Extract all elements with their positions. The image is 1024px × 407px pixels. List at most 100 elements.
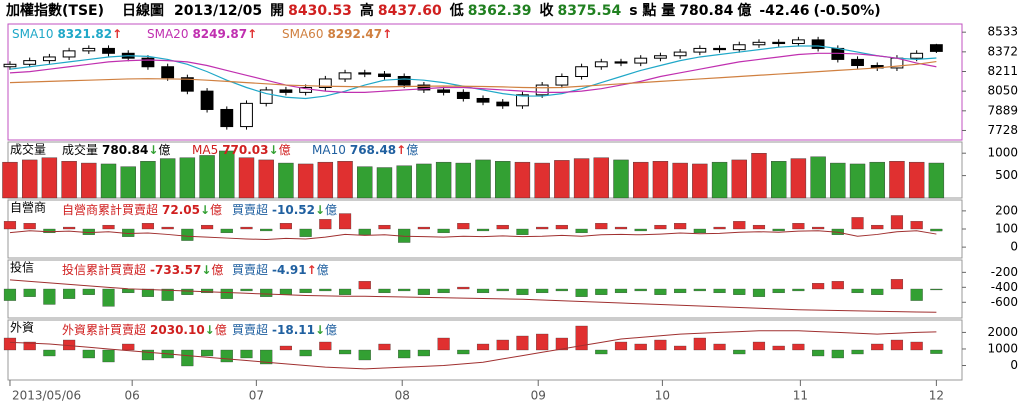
volume-bar <box>652 161 669 199</box>
candle-body <box>378 73 391 78</box>
volume-bar <box>534 162 550 199</box>
flow-bar <box>496 339 509 351</box>
legend-trend: ↓ <box>205 323 215 337</box>
legend-unit: 億 <box>158 143 170 157</box>
flow-bar <box>910 288 923 301</box>
y-tick-label: 0 <box>1010 240 1018 254</box>
flow-bar <box>437 228 450 234</box>
legend-trend: ↓ <box>201 263 211 277</box>
volume-bar <box>179 157 196 199</box>
flow-bar <box>634 228 647 232</box>
volume-bar <box>731 159 747 199</box>
legend-value: 72.05 <box>162 203 200 217</box>
panel-title: 投信 <box>10 260 34 275</box>
legend-item: 買賣超 -18.11↓億 <box>232 322 337 337</box>
legend-item: 投信累計買賣超 -733.57↓億 <box>62 262 223 277</box>
flow-bar <box>516 335 529 351</box>
flow-bar <box>417 226 430 230</box>
candle-body <box>594 61 608 68</box>
flow-bar <box>476 288 490 294</box>
flow-bar <box>457 286 470 290</box>
volume-bar <box>357 166 373 199</box>
y-tick-label: 8050 <box>987 84 1018 98</box>
candle-body <box>161 66 175 79</box>
header-value: 8437.60 <box>378 3 442 19</box>
header-label: 開 <box>270 3 284 19</box>
flow-bar <box>338 349 352 355</box>
header-period: 日線圖 <box>122 2 164 19</box>
y-tick-label: 7728 <box>987 123 1018 137</box>
y-tick-label: 100 <box>995 222 1018 236</box>
candle-body <box>200 90 214 110</box>
candle-body <box>456 91 470 99</box>
flow-bar <box>358 228 371 235</box>
volume-bar <box>495 161 511 199</box>
volume-bar <box>711 161 728 199</box>
flow-bar <box>713 288 726 294</box>
flow-bar <box>792 223 805 230</box>
flow-bar <box>614 341 628 351</box>
flow-bar <box>201 224 214 230</box>
volume-bar <box>219 150 235 199</box>
legend-value: -733.57 <box>150 263 201 277</box>
legend-item: 買賣超 -4.91↑億 <box>232 262 329 277</box>
flow-bar <box>890 339 904 351</box>
flow-bar <box>575 288 588 297</box>
legend-value: 8249.87 <box>192 27 247 41</box>
flow-bar <box>555 337 568 351</box>
flow-bar <box>161 288 174 301</box>
flow-bar <box>555 288 568 292</box>
flow-bar <box>82 349 95 359</box>
volume-bar <box>376 167 393 199</box>
volume-bar <box>830 162 846 199</box>
header-value: 8362.39 <box>468 3 532 19</box>
header-value: 8430.53 <box>288 3 352 19</box>
legend-value: 770.03 <box>222 143 268 157</box>
candle-body <box>614 61 628 64</box>
flow-bar <box>831 281 844 290</box>
legend-unit: 億 <box>279 143 291 157</box>
volume-bar <box>61 161 77 199</box>
flow-bar <box>181 349 194 367</box>
legend-name: MA10 <box>312 143 346 157</box>
candle-body <box>575 66 588 78</box>
candle-body <box>338 72 352 80</box>
y-tick-label: -400 <box>991 280 1018 294</box>
flow-bar <box>102 224 115 230</box>
legend-item: MA10 768.48↑億 <box>312 143 418 157</box>
flow-bar <box>102 288 115 307</box>
flow-bar <box>851 349 864 355</box>
legend-trend: ↑ <box>382 27 392 41</box>
flow-bar <box>299 228 312 237</box>
volume-bar <box>100 163 117 199</box>
flow-bar <box>693 228 706 234</box>
candle-body <box>62 50 76 58</box>
flow-bar <box>457 223 470 230</box>
candle-body <box>3 63 17 68</box>
legend-item: MA5 770.03↓億 <box>192 143 291 157</box>
legend-unit: 億 <box>215 323 227 337</box>
flow-bar <box>555 224 568 230</box>
volume-bar <box>337 161 353 199</box>
candle-body <box>102 47 115 54</box>
ma-line <box>9 60 937 89</box>
x-tick-label: 12 <box>929 389 944 403</box>
flow-bar <box>319 288 332 292</box>
flow-bar <box>260 228 273 232</box>
candle-body <box>397 76 411 86</box>
y-tick-label: 2000 <box>987 325 1018 339</box>
candle-body <box>23 60 37 65</box>
header-title: 加權指數(TSE) <box>5 2 104 19</box>
volume-bar <box>928 162 945 199</box>
header-value: 8375.54 <box>557 3 621 19</box>
header: 加權指數(TSE) 日線圖 2013/12/05 開 8430.53 高 8437.60 低 8… <box>5 2 881 19</box>
legend-name: 買賣超 <box>232 322 268 337</box>
panel-title: 自營商 <box>10 200 46 215</box>
flow-bar <box>812 283 825 290</box>
candle-body <box>772 41 786 45</box>
flow-bar <box>831 349 844 359</box>
volume-bar <box>21 159 38 199</box>
candle-body <box>555 76 569 86</box>
flow-bar <box>851 288 864 294</box>
legend-name: 外資累計買賣超 <box>62 322 146 337</box>
